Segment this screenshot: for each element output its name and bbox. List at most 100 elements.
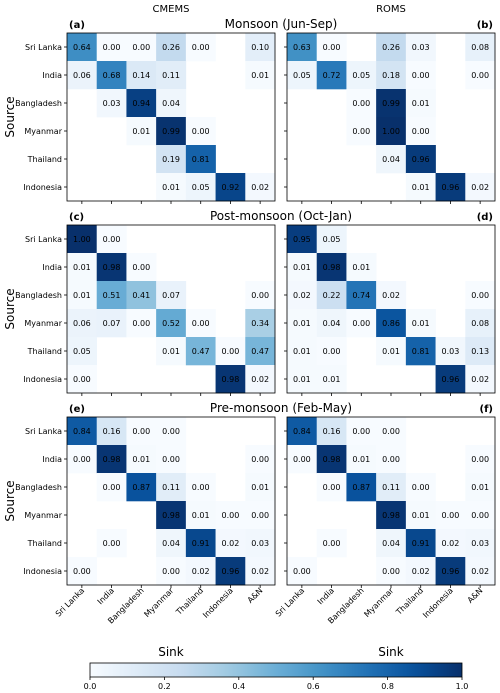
x-tick-label: Thailand	[174, 586, 205, 617]
cell-value-label: 0.00	[103, 235, 121, 244]
heatmap-cell	[435, 337, 466, 366]
heatmap-cell	[405, 33, 436, 62]
heatmap-cell	[316, 445, 347, 474]
y-tick-label: Myanmar	[24, 319, 62, 328]
cell-value-label: 0.00	[323, 347, 341, 356]
heatmap-cell	[346, 253, 377, 282]
y-axis-label-2: Source	[3, 480, 17, 521]
cell-value-label: 0.14	[132, 71, 150, 80]
heatmap-cell	[405, 61, 436, 90]
heatmap-cell	[96, 281, 127, 310]
y-tick-label: Bangladesh	[15, 99, 62, 108]
cell-value-label: 0.05	[73, 347, 91, 356]
cell-value-label: 0.52	[162, 319, 180, 328]
cell-value-label: 0.11	[382, 483, 400, 492]
cell-value-label: 0.06	[73, 71, 91, 80]
heatmap-cell	[346, 445, 377, 474]
heatmap-cell	[435, 557, 466, 586]
cell-value-label: 0.00	[412, 483, 430, 492]
y-tick-label: Thailand	[27, 539, 62, 548]
heatmap-cell	[215, 337, 246, 366]
cell-value-label: 0.00	[132, 43, 150, 52]
heatmap-cell	[405, 501, 436, 530]
cell-value-label: 0.00	[323, 539, 341, 548]
heatmap-cell	[96, 309, 127, 338]
cell-value-label: 0.05	[293, 71, 311, 80]
cell-value-label: 0.01	[251, 71, 269, 80]
column-title-roms: ROMS	[376, 4, 406, 15]
cell-value-label: 0.95	[293, 235, 311, 244]
cell-value-label: 0.18	[382, 71, 400, 80]
cell-value-label: 1.00	[382, 127, 400, 136]
cell-value-label: 0.05	[352, 71, 370, 80]
heatmap-cell	[435, 529, 466, 558]
heatmap-cell	[96, 33, 127, 62]
cell-value-label: 0.00	[192, 43, 210, 52]
cell-value-label: 0.00	[471, 511, 489, 520]
heatmap-cell	[215, 529, 246, 558]
heatmap-cell	[435, 365, 466, 394]
heatmap-cell	[287, 445, 318, 474]
cell-value-label: 0.84	[73, 427, 91, 436]
panel-label: (f)	[480, 404, 494, 415]
heatmap-cell	[316, 417, 347, 446]
cell-value-label: 0.04	[382, 539, 400, 548]
heatmap-cell	[465, 445, 496, 474]
y-tick-label: India	[42, 263, 62, 272]
cell-value-label: 0.03	[471, 539, 489, 548]
cell-value-label: 0.03	[251, 539, 269, 548]
cell-value-label: 0.11	[162, 71, 180, 80]
cell-value-label: 0.00	[442, 511, 460, 520]
cell-value-label: 0.02	[251, 183, 269, 192]
cell-value-label: 0.00	[73, 375, 91, 384]
colorbar-tick-label: 1.0	[456, 682, 469, 691]
cell-value-label: 0.63	[293, 43, 311, 52]
heatmap-cell	[96, 473, 127, 502]
heatmap-cell	[156, 33, 187, 62]
heatmap-cell	[316, 61, 347, 90]
heatmap-cell	[126, 473, 157, 502]
cell-value-label: 0.96	[412, 155, 430, 164]
heatmap-cell	[435, 173, 466, 202]
heatmap-cell	[156, 61, 187, 90]
panel-label: (d)	[477, 212, 493, 223]
cell-value-label: 0.00	[471, 291, 489, 300]
heatmap-cell	[96, 445, 127, 474]
heatmap-cell	[67, 281, 98, 310]
heatmap-cell	[465, 501, 496, 530]
cell-value-label: 0.00	[103, 483, 121, 492]
cell-value-label: 0.00	[352, 319, 370, 328]
cell-value-label: 0.00	[352, 127, 370, 136]
heatmap-cell	[346, 417, 377, 446]
heatmap-cell	[185, 145, 216, 174]
heatmap-cell	[316, 473, 347, 502]
colorbar-tick-label: 0.8	[381, 682, 394, 691]
heatmap-cell	[405, 117, 436, 146]
cell-value-label: 0.01	[293, 347, 311, 356]
cell-value-label: 0.02	[382, 291, 400, 300]
heatmap-cell	[245, 309, 276, 338]
cell-value-label: 0.41	[132, 291, 150, 300]
cell-value-label: 0.00	[471, 71, 489, 80]
heatmap-cell	[405, 337, 436, 366]
x-tick-label: Thailand	[394, 586, 425, 617]
heatmap-cell	[96, 89, 127, 118]
heatmap-cell	[245, 173, 276, 202]
heatmap-cell	[156, 117, 187, 146]
cell-value-label: 0.00	[382, 427, 400, 436]
cell-value-label: 0.07	[103, 319, 121, 328]
cell-value-label: 0.99	[382, 99, 400, 108]
cell-value-label: 0.07	[162, 291, 180, 300]
heatmap-cell	[376, 501, 407, 530]
cell-value-label: 0.02	[471, 183, 489, 192]
heatmap-cell	[126, 117, 157, 146]
cell-value-label: 0.92	[222, 183, 240, 192]
x-tick-label: Indonesia	[201, 586, 235, 620]
panel-label: (a)	[69, 20, 85, 31]
heatmap-cell	[316, 281, 347, 310]
cell-value-label: 1.00	[73, 235, 91, 244]
cell-value-label: 0.01	[412, 99, 430, 108]
cell-value-label: 0.96	[442, 375, 460, 384]
heatmap-cell	[346, 281, 377, 310]
cell-value-label: 0.22	[323, 291, 341, 300]
